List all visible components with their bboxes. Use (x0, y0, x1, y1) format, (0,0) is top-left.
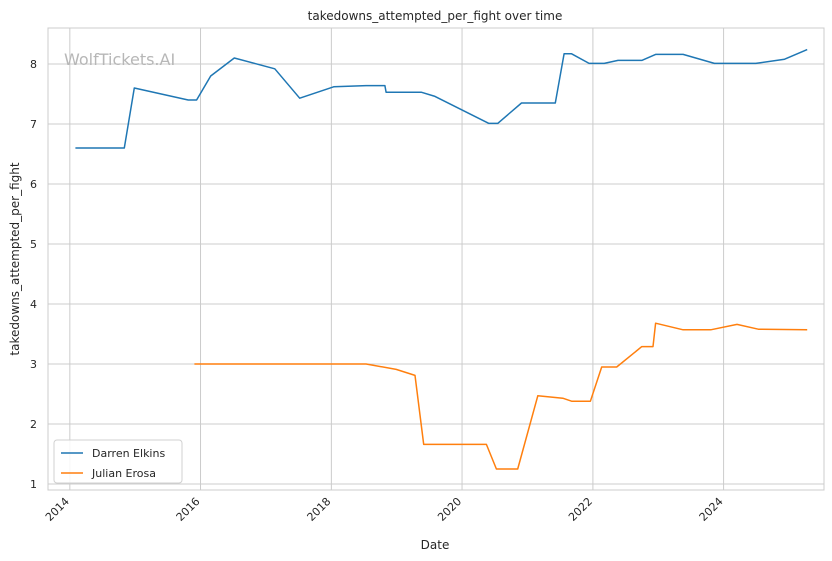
y-tick-label: 4 (30, 298, 37, 311)
y-tick-label: 7 (30, 118, 37, 131)
legend-label-0: Darren Elkins (92, 447, 165, 460)
legend-box (53, 439, 183, 484)
y-tick-label: 8 (30, 58, 37, 71)
chart-title: takedowns_attempted_per_fight over time (308, 9, 563, 23)
grid (48, 28, 824, 490)
y-axis-label: takedowns_attempted_per_fight (8, 162, 22, 355)
x-axis-label: Date (421, 538, 450, 552)
legend: Darren Elkins Julian Erosa (53, 439, 183, 484)
legend-label-1: Julian Erosa (91, 467, 156, 480)
plot-frame (47, 27, 825, 491)
y-tick-label: 1 (30, 478, 37, 491)
y-tick-label: 6 (30, 178, 37, 191)
watermark: WolfTickets.AI (64, 50, 175, 69)
y-tick-label: 2 (30, 418, 37, 431)
series-line-1 (194, 322, 808, 470)
series-line-0 (75, 48, 808, 149)
y-tick-label: 3 (30, 358, 37, 371)
y-tick-label: 5 (30, 238, 37, 251)
y-axis: 1 2 3 4 5 6 7 8 (30, 58, 37, 491)
series-layer (75, 48, 808, 470)
